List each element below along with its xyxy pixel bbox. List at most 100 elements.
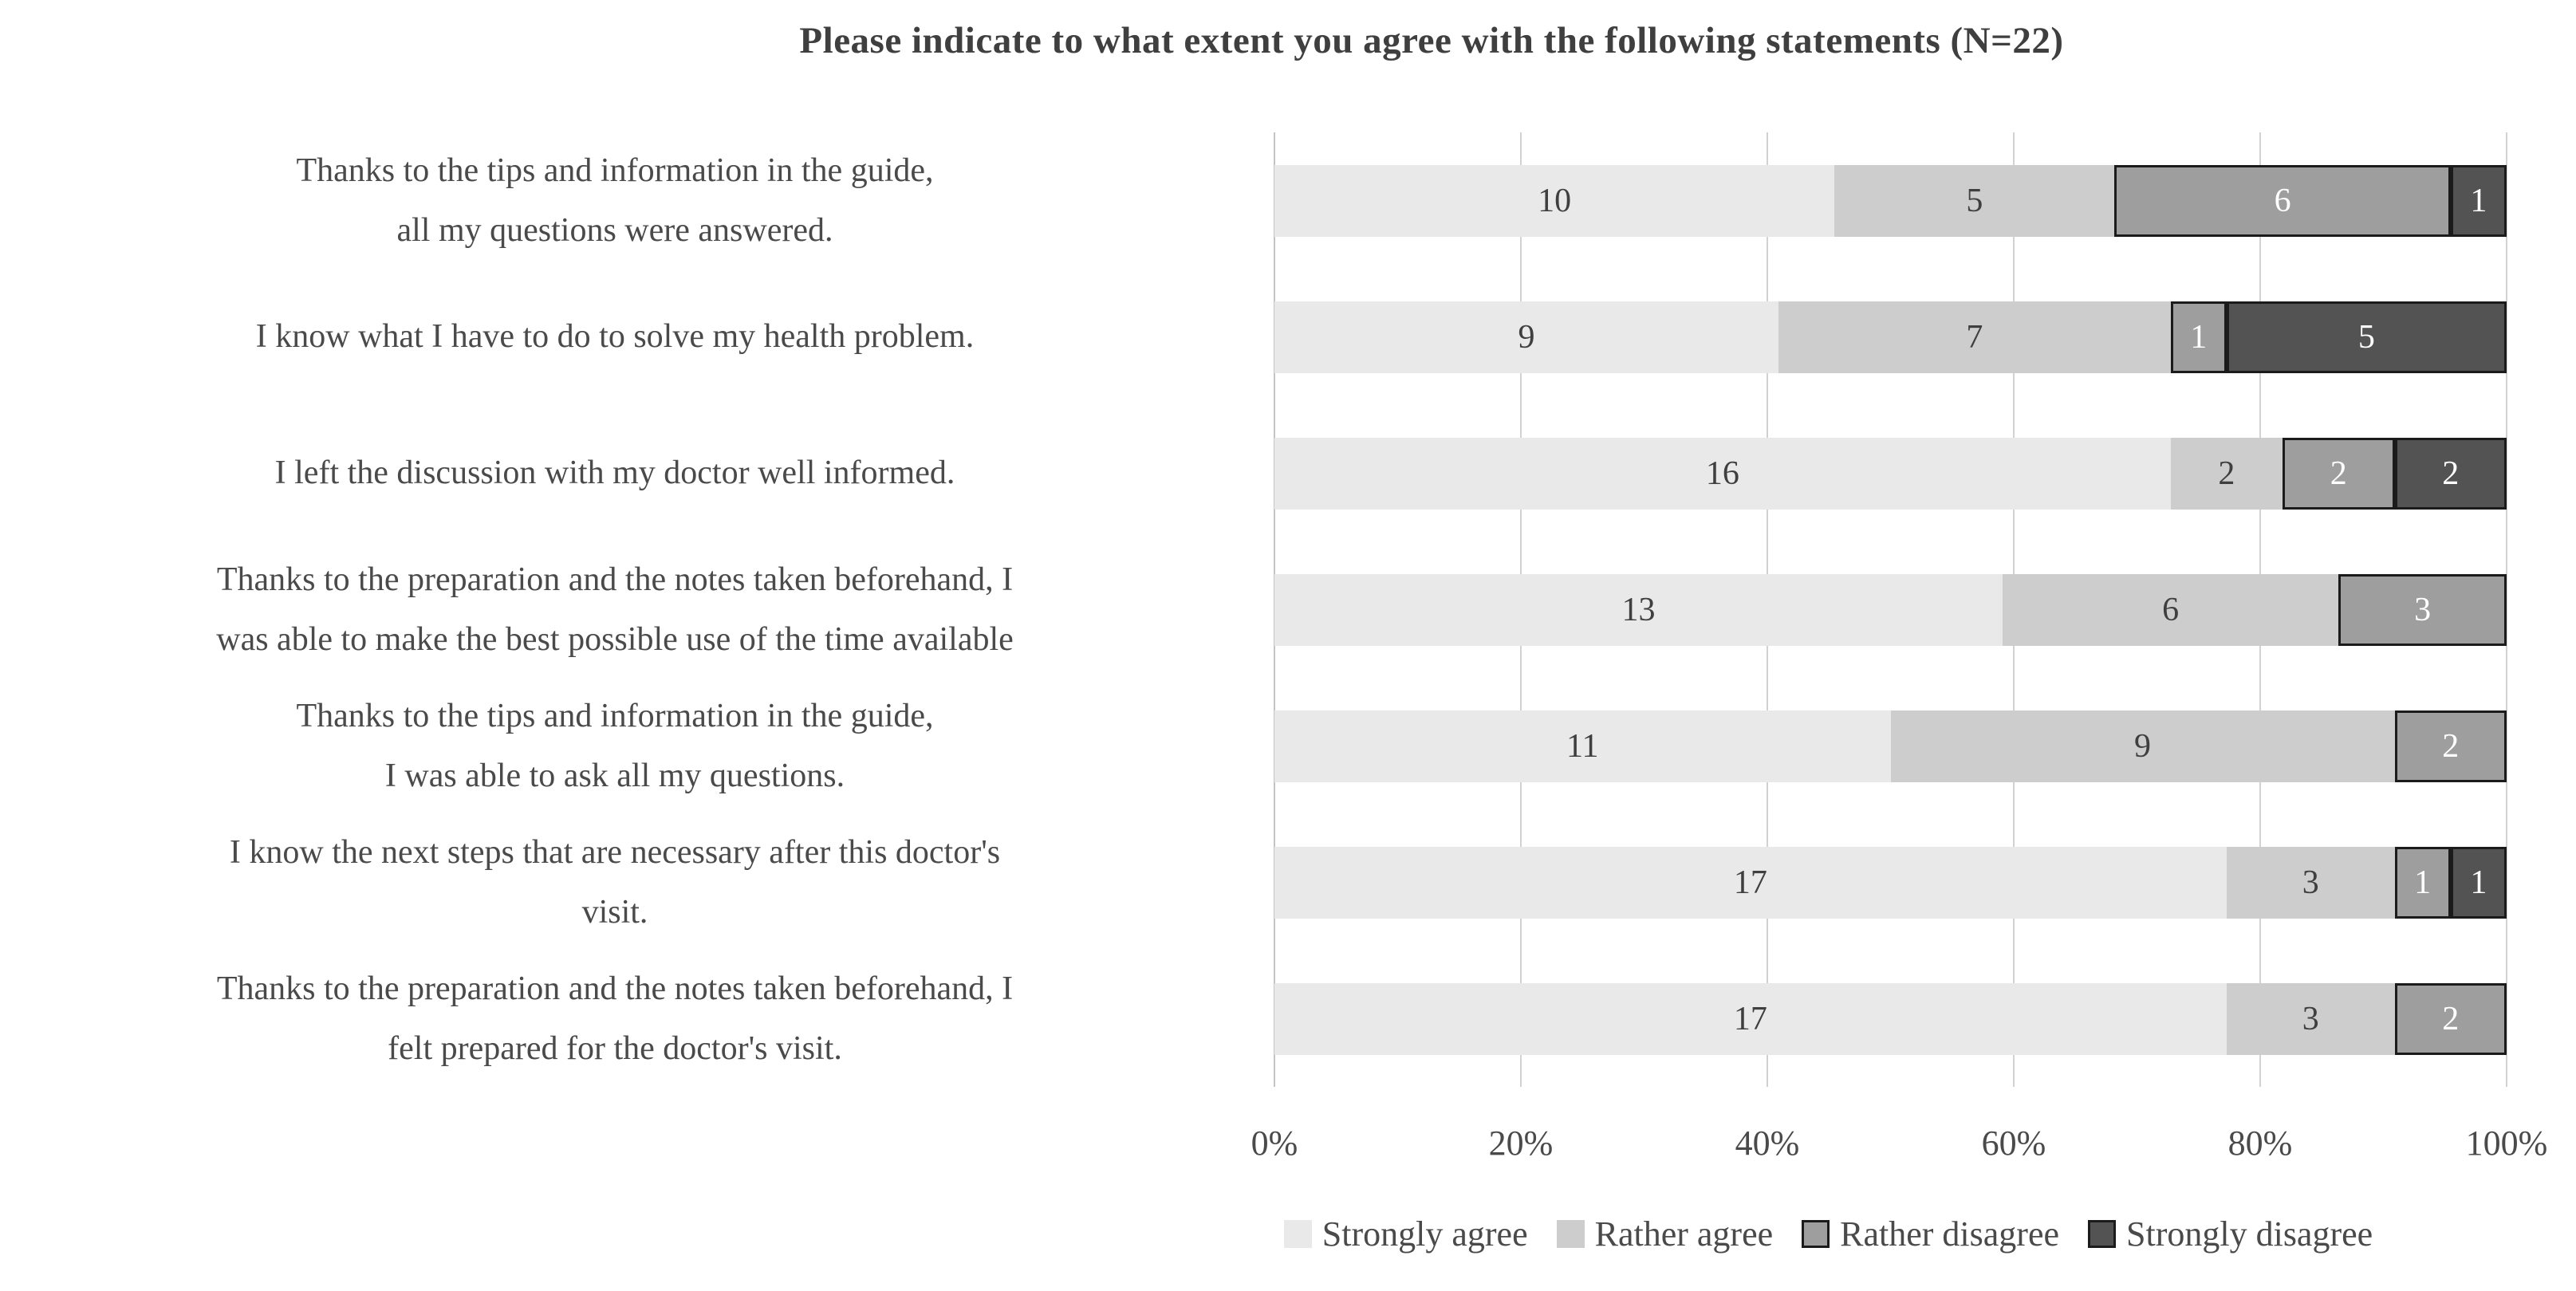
legend-label: Strongly disagree <box>2126 1214 2373 1254</box>
bar: 16 2 2 2 <box>1274 437 2507 510</box>
legend-swatch <box>2088 1220 2117 1248</box>
category-label: I know the next steps that are necessary… <box>229 833 1001 931</box>
segment-value-label: 9 <box>1518 318 1535 356</box>
chart-title: Please indicate to what extent you agree… <box>799 20 2064 61</box>
segment-value-label: 9 <box>2134 727 2152 765</box>
x-tick-label: 80% <box>2227 1124 2293 1163</box>
x-tick-label: 0% <box>1251 1124 1298 1163</box>
segment-value-label: 1 <box>2190 318 2208 356</box>
segment-value-label: 5 <box>2357 318 2375 356</box>
bar-segment-strongly-agree: 17 <box>1274 982 2227 1055</box>
segment-value-label: 13 <box>1621 591 1656 628</box>
bar-segment-rather-disagree: 1 <box>2170 301 2227 373</box>
legend-item: Rather disagree <box>1802 1214 2059 1254</box>
bar-segment-rather-agree: 2 <box>2170 437 2283 510</box>
segment-value-label: 2 <box>2442 1000 2460 1037</box>
category-label: I left the discussion with my doctor wel… <box>274 455 955 492</box>
segment-value-label: 6 <box>2162 591 2180 628</box>
segment-value-label: 1 <box>2470 182 2487 219</box>
segment-value-label: 1 <box>2470 864 2487 901</box>
segment-value-label: 16 <box>1705 455 1739 492</box>
bar-segment-rather-agree: 6 <box>2002 573 2339 646</box>
bar-segment-rather-agree: 7 <box>1778 301 2171 373</box>
gridline <box>2506 132 2507 1087</box>
bar-track: 10 5 6 1 <box>1274 132 2507 269</box>
legend-swatch <box>1802 1220 1830 1248</box>
bar-segment-strongly-agree: 17 <box>1274 846 2227 919</box>
legend-item: Rather agree <box>1556 1214 1774 1254</box>
bar-track: 13 6 3 <box>1274 541 2507 678</box>
segment-value-label: 17 <box>1733 864 1767 901</box>
x-tick-label: 20% <box>1488 1124 1554 1163</box>
bar-track: 9 7 1 5 <box>1274 269 2507 405</box>
bar-rows: Thanks to the tips and information in th… <box>0 132 2576 1087</box>
bar-row: I know what I have to do to solve my hea… <box>0 269 2576 405</box>
bar-track: 11 9 2 <box>1274 678 2507 814</box>
segment-value-label: 11 <box>1566 727 1599 765</box>
bar-segment-strongly-disagree: 5 <box>2226 301 2507 373</box>
segment-value-label: 7 <box>1966 318 1983 356</box>
bar-segment-rather-disagree: 6 <box>2114 164 2451 237</box>
legend-item: Strongly agree <box>1283 1214 1528 1254</box>
bar-segment-rather-disagree: 2 <box>2394 710 2507 782</box>
bar-track: 16 2 2 2 <box>1274 405 2507 541</box>
category-label: I know what I have to do to solve my hea… <box>255 318 975 356</box>
bar: 17 3 2 <box>1274 982 2507 1055</box>
segment-value-label: 1 <box>2414 864 2432 901</box>
bar-row: I left the discussion with my doctor wel… <box>0 405 2576 541</box>
x-tick-label: 100% <box>2465 1124 2548 1163</box>
segment-value-label: 3 <box>2414 591 2432 628</box>
bar-segment-rather-disagree: 2 <box>2283 437 2395 510</box>
bar: 17 3 1 1 <box>1274 846 2507 919</box>
legend-label: Strongly agree <box>1321 1214 1528 1254</box>
x-tick-label: 60% <box>1981 1124 2046 1163</box>
segment-value-label: 17 <box>1733 1000 1767 1037</box>
bar: 11 9 2 <box>1274 710 2507 782</box>
legend-label: Rather disagree <box>1840 1214 2060 1254</box>
category-label: Thanks to the preparation and the notes … <box>216 970 1014 1067</box>
category-label: Thanks to the tips and information in th… <box>296 697 934 794</box>
bar-row: Thanks to the tips and information in th… <box>0 678 2576 814</box>
segment-value-label: 10 <box>1538 182 1572 219</box>
segment-value-label: 2 <box>2442 727 2460 765</box>
bar-track: 17 3 2 <box>1274 951 2507 1087</box>
category-label: Thanks to the preparation and the notes … <box>216 561 1014 658</box>
bar-row: Thanks to the tips and information in th… <box>0 132 2576 269</box>
bar-segment-rather-agree: 3 <box>2226 982 2395 1055</box>
bar-row: I know the next steps that are necessary… <box>0 814 2576 951</box>
legend: Strongly agree Rather agree Rather disagre… <box>1212 1214 2444 1254</box>
bar-segment-rather-disagree: 1 <box>2394 846 2451 919</box>
legend-item: Strongly disagree <box>2088 1214 2373 1254</box>
bar-segment-strongly-agree: 16 <box>1274 437 2171 510</box>
category-label: Thanks to the tips and information in th… <box>296 152 934 249</box>
legend-swatch <box>1556 1220 1585 1248</box>
bar-row: Thanks to the preparation and the notes … <box>0 541 2576 678</box>
bar: 10 5 6 1 <box>1274 164 2507 237</box>
segment-value-label: 3 <box>2302 864 2319 901</box>
bar-segment-rather-disagree: 2 <box>2394 982 2507 1055</box>
x-tick-label: 40% <box>1735 1124 1800 1163</box>
legend-swatch <box>1283 1220 1312 1248</box>
bar-segment-strongly-agree: 9 <box>1274 301 1779 373</box>
segment-value-label: 6 <box>2274 182 2291 219</box>
segment-value-label: 3 <box>2302 1000 2319 1037</box>
bar-segment-rather-agree: 9 <box>1890 710 2395 782</box>
legend-label: Rather agree <box>1594 1214 1774 1254</box>
bar-segment-strongly-disagree: 1 <box>2450 164 2507 237</box>
bar-row: Thanks to the preparation and the notes … <box>0 951 2576 1087</box>
bar-segment-strongly-disagree: 2 <box>2394 437 2507 510</box>
bar: 9 7 1 5 <box>1274 301 2507 373</box>
bar-segment-rather-agree: 3 <box>2226 846 2395 919</box>
bar: 13 6 3 <box>1274 573 2507 646</box>
bar-segment-rather-agree: 5 <box>1834 164 2115 237</box>
bar-segment-strongly-agree: 13 <box>1274 573 2003 646</box>
bar-segment-strongly-agree: 10 <box>1274 164 1835 237</box>
bar-segment-strongly-disagree: 1 <box>2450 846 2507 919</box>
segment-value-label: 5 <box>1966 182 1983 219</box>
segment-value-label: 2 <box>2330 455 2347 492</box>
bar-segment-strongly-agree: 11 <box>1274 710 1891 782</box>
x-axis: 0% 20% 40% 60% 80% 100% <box>1251 1123 2548 1179</box>
bar-segment-rather-disagree: 3 <box>2338 573 2507 646</box>
bar-track: 17 3 1 1 <box>1274 814 2507 951</box>
